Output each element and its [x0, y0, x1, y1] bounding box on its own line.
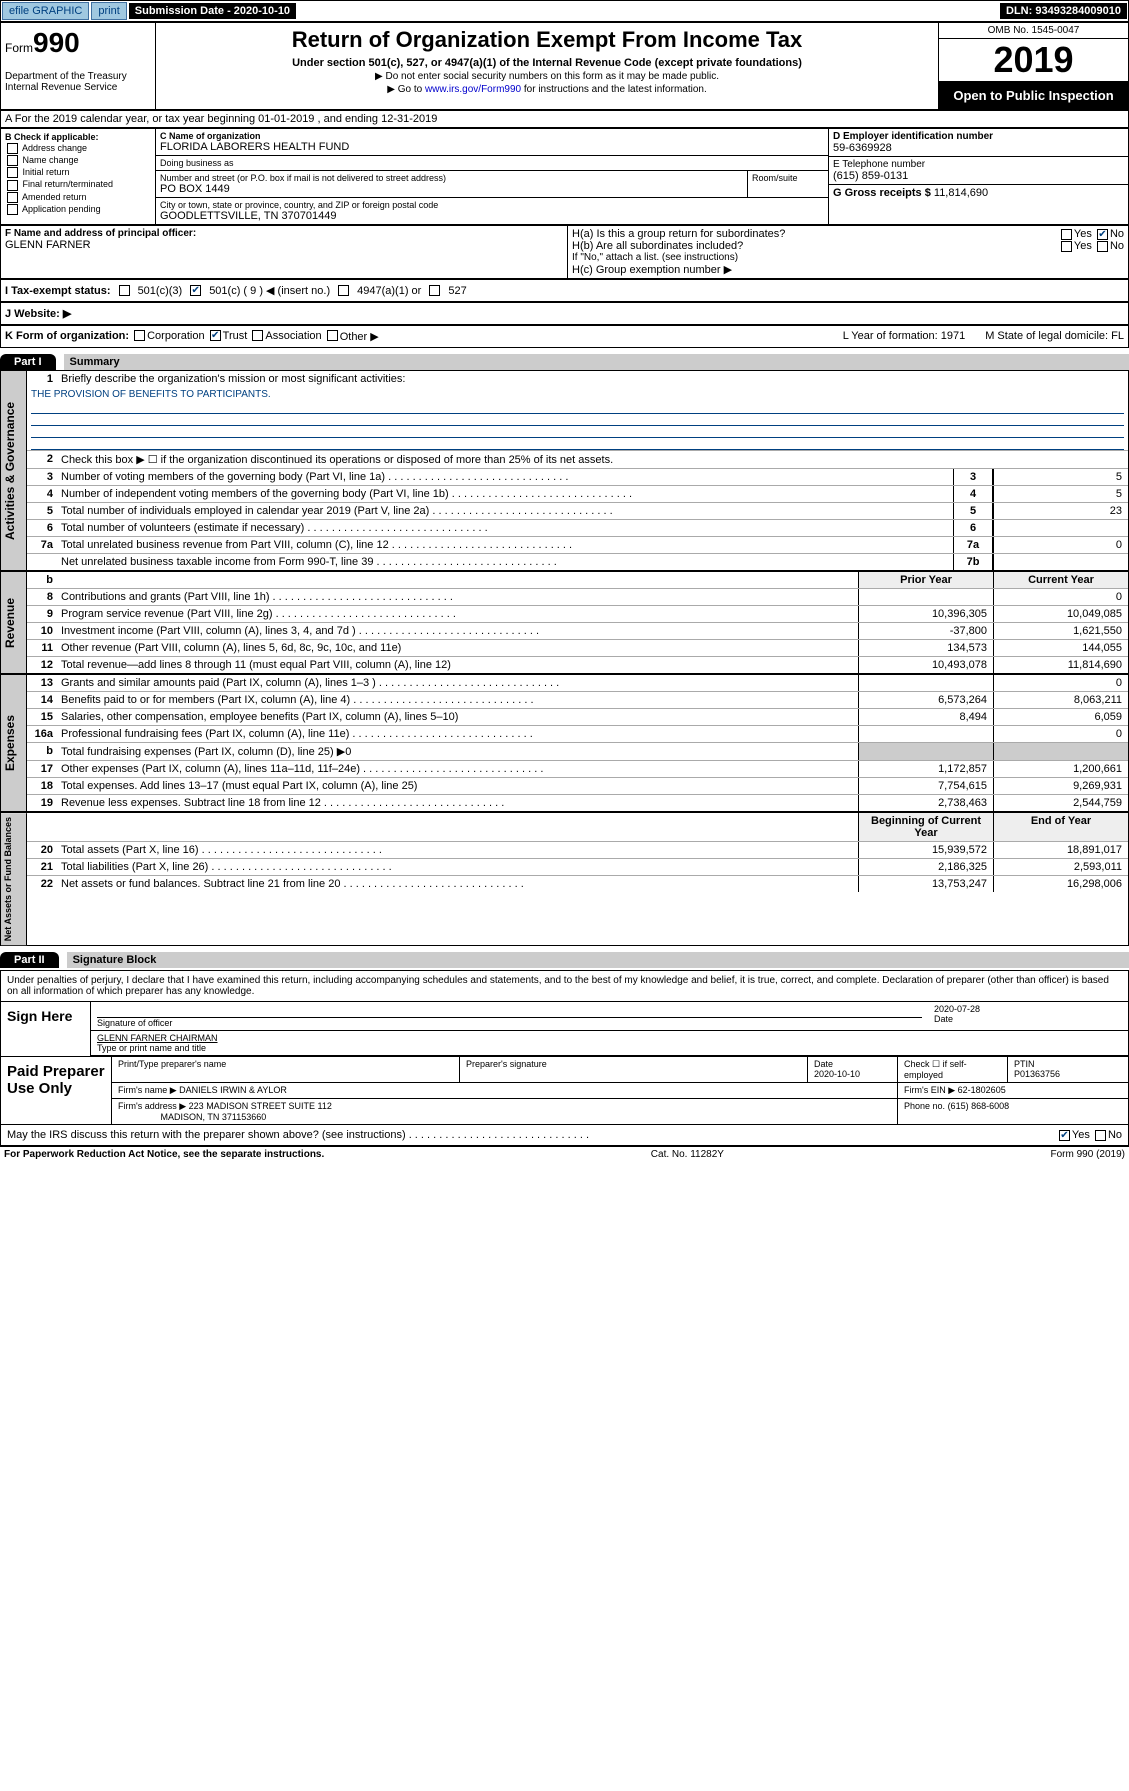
dba-label: Doing business as [156, 156, 828, 170]
part1-header: Part I Summary [0, 354, 1129, 370]
row-i-tax-exempt: I Tax-exempt status: 501(c)(3) 501(c) ( … [0, 279, 1129, 302]
open-to-public: Open to Public Inspection [939, 82, 1128, 109]
ein-value: 59-6369928 [833, 142, 1124, 154]
section-governance: Activities & Governance 1Briefly describ… [0, 370, 1129, 571]
dept-treasury: Department of the Treasury Internal Reve… [5, 71, 151, 93]
sign-here-label: Sign Here [1, 1002, 91, 1056]
submission-date-label: Submission Date - 2020-10-10 [129, 3, 296, 19]
col-b-checkboxes: B Check if applicable: Address change Na… [1, 129, 156, 224]
part2-header: Part II Signature Block [0, 952, 1129, 968]
hc-label: H(c) Group exemption number ▶ [572, 263, 1124, 276]
form-subtitle: Under section 501(c), 527, or 4947(a)(1)… [160, 57, 934, 69]
section-expenses: Expenses 13Grants and similar amounts pa… [0, 674, 1129, 812]
phone-value: (615) 859-0131 [833, 170, 1124, 182]
org-address: PO BOX 1449 [160, 183, 743, 195]
hb-label: H(b) Are all subordinates included? [572, 240, 743, 252]
e-phone-label: E Telephone number [833, 159, 1124, 170]
form-title: Return of Organization Exempt From Incom… [160, 27, 934, 53]
c-name-label: C Name of organization [160, 131, 824, 141]
gross-receipts: 11,814,690 [934, 187, 988, 199]
vtab-net-assets: Net Assets or Fund Balances [1, 813, 27, 945]
irs-link[interactable]: www.irs.gov/Form990 [425, 84, 521, 95]
row-k-org-form: K Form of organization: Corporation Trus… [0, 325, 1129, 348]
block-bcdeg: B Check if applicable: Address change Na… [0, 128, 1129, 225]
signature-block: Under penalties of perjury, I declare th… [0, 970, 1129, 1146]
row-a-tax-year: A For the 2019 calendar year, or tax yea… [0, 110, 1129, 128]
vtab-expenses: Expenses [1, 675, 27, 811]
mission-text: THE PROVISION OF BENEFITS TO PARTICIPANT… [27, 387, 1128, 402]
f-officer-label: F Name and address of principal officer: [5, 228, 563, 239]
note-ssn: ▶ Do not enter social security numbers o… [160, 71, 934, 82]
officer-printed-name: GLENN FARNER CHAIRMAN [97, 1033, 1122, 1043]
form-header: Form990 Department of the Treasury Inter… [0, 22, 1129, 110]
efile-graphic-link[interactable]: efile GRAPHIC [2, 2, 89, 20]
g-gross-label: G Gross receipts $ [833, 187, 934, 199]
room-suite-label: Room/suite [748, 171, 828, 197]
footer: For Paperwork Reduction Act Notice, see … [0, 1146, 1129, 1162]
row-f-h: F Name and address of principal officer:… [0, 225, 1129, 279]
tax-year: 2019 [939, 39, 1128, 82]
vtab-governance: Activities & Governance [1, 371, 27, 570]
dln-label: DLN: 93493284009010 [1000, 3, 1127, 19]
form-word: Form [5, 41, 33, 55]
note-goto: ▶ Go to www.irs.gov/Form990 for instruct… [160, 84, 934, 95]
ha-label: H(a) Is this a group return for subordin… [572, 228, 785, 240]
m-state-domicile: M State of legal domicile: FL [985, 330, 1124, 343]
form-number: 990 [33, 27, 80, 58]
addr-label: Number and street (or P.O. box if mail i… [160, 173, 743, 183]
l-year-formation: L Year of formation: 1971 [843, 330, 966, 343]
section-revenue: Revenue bPrior YearCurrent Year 8Contrib… [0, 571, 1129, 674]
perjury-statement: Under penalties of perjury, I declare th… [1, 971, 1128, 1001]
top-bar: efile GRAPHIC print Submission Date - 20… [0, 0, 1129, 22]
d-ein-label: D Employer identification number [833, 131, 1124, 142]
vtab-revenue: Revenue [1, 572, 27, 673]
omb-number: OMB No. 1545-0047 [939, 23, 1128, 39]
hb-note: If "No," attach a list. (see instruction… [572, 252, 1124, 263]
discuss-preparer: May the IRS discuss this return with the… [7, 1129, 589, 1141]
officer-name: GLENN FARNER [5, 239, 563, 251]
paid-preparer-label: Paid Preparer Use Only [1, 1057, 111, 1124]
org-city: GOODLETTSVILLE, TN 370701449 [160, 210, 824, 222]
section-net-assets: Net Assets or Fund Balances Beginning of… [0, 812, 1129, 946]
row-j-website: J Website: ▶ [0, 302, 1129, 325]
org-name: FLORIDA LABORERS HEALTH FUND [160, 141, 824, 153]
city-label: City or town, state or province, country… [160, 200, 824, 210]
print-link[interactable]: print [91, 2, 126, 20]
